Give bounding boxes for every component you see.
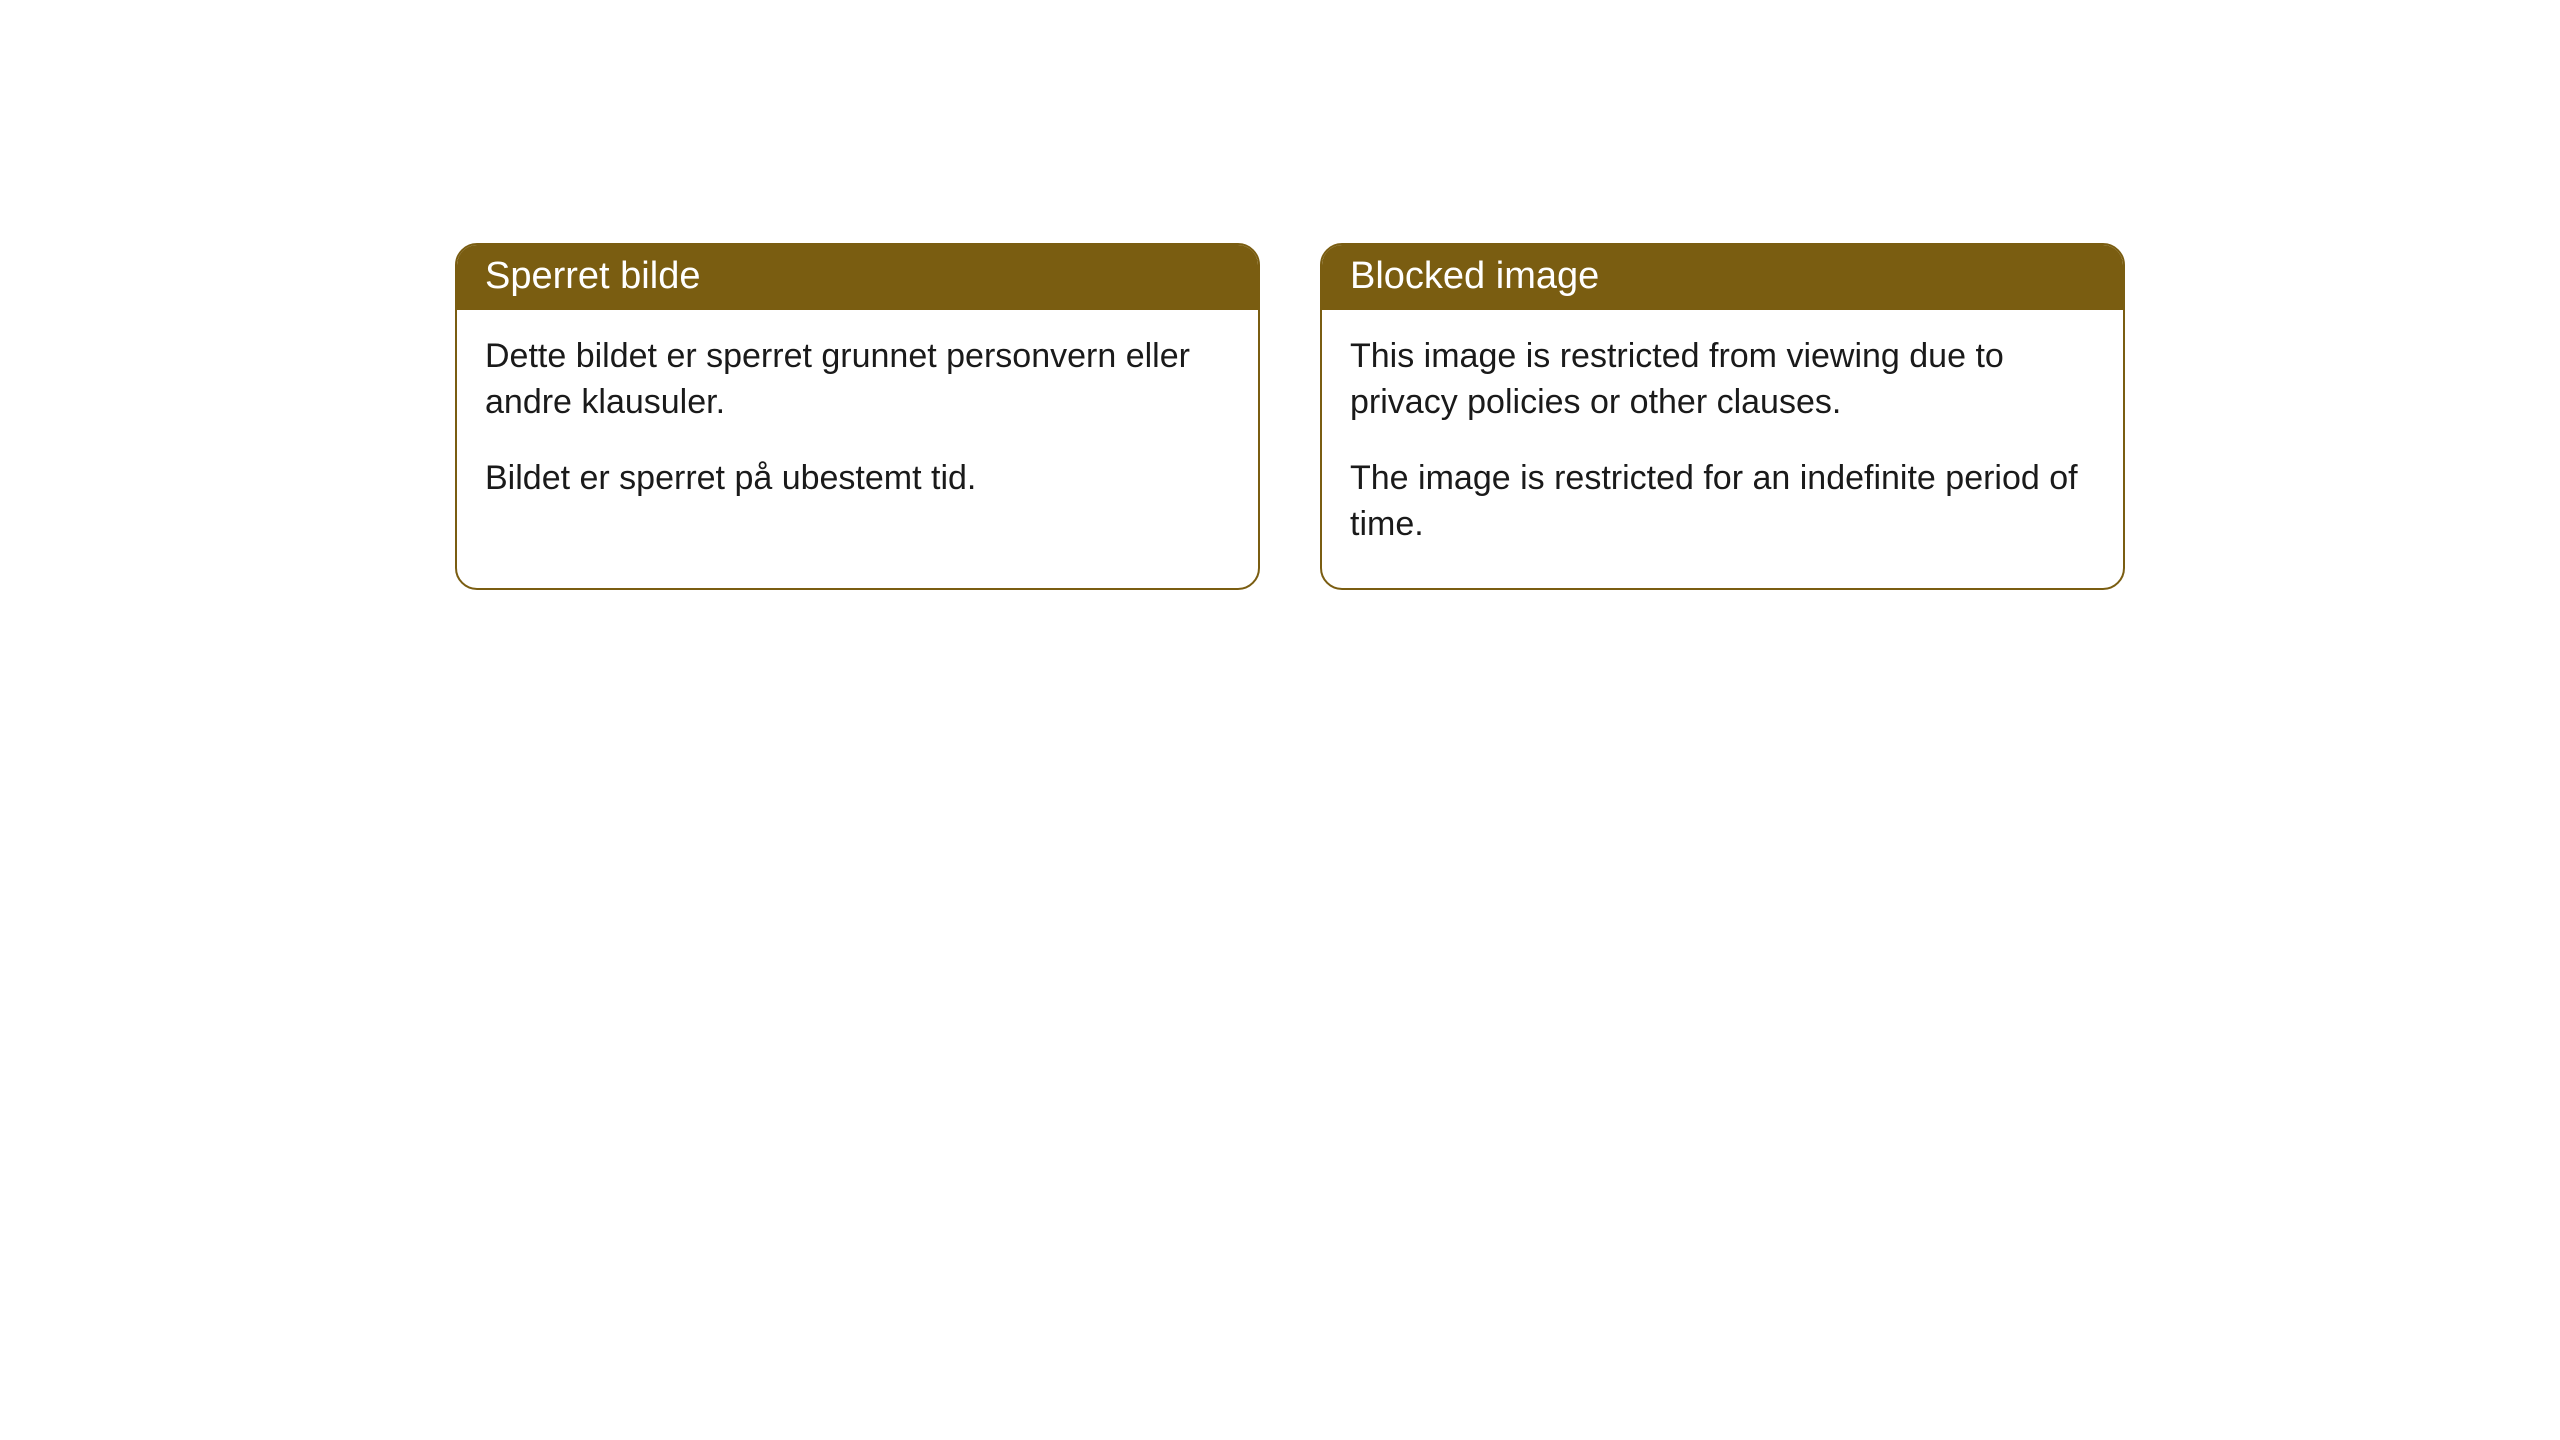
card-paragraph: Bildet er sperret på ubestemt tid.	[485, 456, 1230, 502]
card-paragraph: The image is restricted for an indefinit…	[1350, 456, 2095, 548]
card-paragraph: This image is restricted from viewing du…	[1350, 334, 2095, 426]
card-paragraph: Dette bildet er sperret grunnet personve…	[485, 334, 1230, 426]
card-container: Sperret bilde Dette bildet er sperret gr…	[0, 0, 2560, 590]
card-body-en: This image is restricted from viewing du…	[1322, 310, 2123, 588]
card-title-no: Sperret bilde	[457, 245, 1258, 310]
card-body-no: Dette bildet er sperret grunnet personve…	[457, 310, 1258, 542]
blocked-image-card-no: Sperret bilde Dette bildet er sperret gr…	[455, 243, 1260, 590]
blocked-image-card-en: Blocked image This image is restricted f…	[1320, 243, 2125, 590]
card-title-en: Blocked image	[1322, 245, 2123, 310]
